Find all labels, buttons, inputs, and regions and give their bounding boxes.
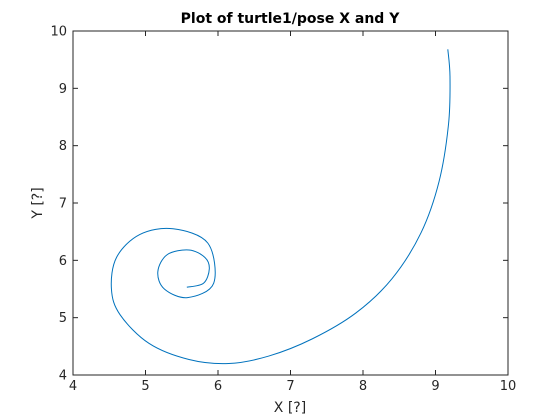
y-tick-label: 6 <box>59 254 67 269</box>
y-tick-label: 7 <box>59 197 67 212</box>
x-tick-label: 5 <box>141 379 149 394</box>
chart-title: Plot of turtle1/pose X and Y <box>181 11 401 27</box>
x-axis-label: X [?] <box>274 400 306 416</box>
series-line <box>110 49 451 365</box>
x-tick-label: 8 <box>359 379 367 394</box>
y-tick-label: 4 <box>59 369 67 384</box>
y-tick-label: 9 <box>59 82 67 97</box>
series-group <box>110 49 451 365</box>
y-tick-label: 5 <box>59 311 67 326</box>
y-axis-label: Y [?] <box>30 187 46 219</box>
axes-box <box>72 30 509 376</box>
y-tick-label: 8 <box>59 139 67 154</box>
y-tick-label: 10 <box>50 25 67 40</box>
x-tick-label: 10 <box>500 379 517 394</box>
x-tick-label: 7 <box>286 379 294 394</box>
plot-area <box>73 31 508 375</box>
ticks-group: 4 5 6 7 8 9 10 4 5 6 7 8 9 10 <box>50 25 516 395</box>
x-tick-label: 4 <box>69 379 77 394</box>
x-tick-label: 6 <box>214 379 222 394</box>
x-tick-label: 9 <box>431 379 439 394</box>
